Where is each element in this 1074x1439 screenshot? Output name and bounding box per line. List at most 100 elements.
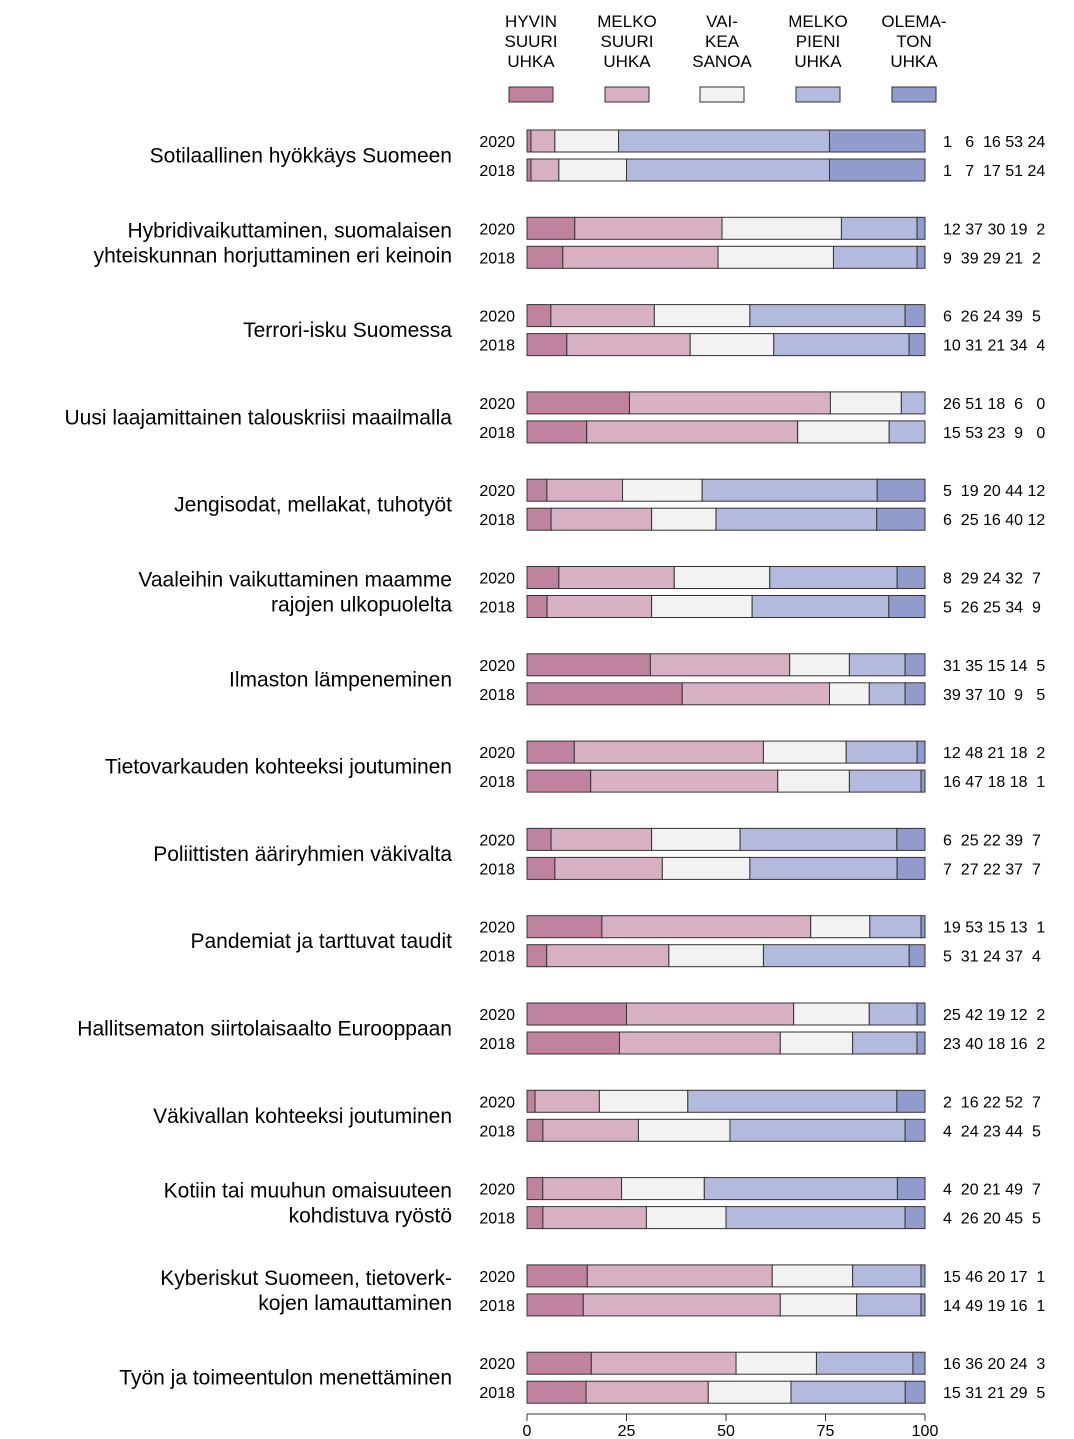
legend-label: KEA: [705, 32, 740, 51]
bar-segment: [586, 420, 799, 444]
bar-segment: [739, 827, 898, 851]
value-labels: 39 37 10 9 5: [943, 687, 1045, 704]
year-label: 2020: [479, 571, 515, 588]
value-labels: 2 16 22 52 7: [943, 1094, 1041, 1111]
bar-segment: [558, 158, 628, 182]
bar-segment: [526, 827, 552, 851]
legend-label: HYVIN: [505, 12, 557, 31]
bar-segment: [701, 478, 878, 502]
bar-segment: [687, 1089, 898, 1113]
bar-segment: [904, 682, 926, 706]
category-group: Väkivallan kohteeksi joutuminen 2020 2 16 …: [153, 1089, 1041, 1142]
bar-segment: [546, 478, 624, 502]
value-labels: 25 42 19 12 2: [943, 1007, 1045, 1024]
bar-segment: [912, 1351, 926, 1375]
value-labels: 4 26 20 45 5: [943, 1211, 1041, 1228]
bar-segment: [526, 129, 532, 153]
bar-segment: [618, 129, 830, 153]
bar-segment: [771, 1264, 854, 1288]
year-label: 2018: [479, 1298, 515, 1315]
bar-segment: [810, 915, 871, 939]
value-labels: 4 24 23 44 5: [943, 1123, 1041, 1140]
year-label: 2018: [479, 163, 515, 180]
bar-segment: [908, 944, 926, 968]
value-labels: 5 26 25 34 9: [943, 600, 1041, 617]
bar-segment: [566, 333, 691, 357]
value-labels: 6 26 24 39 5: [943, 309, 1041, 326]
legend-swatch: [699, 86, 745, 103]
category-group: Kyberiskut Suomeen, tietoverk-kojen lama…: [160, 1264, 1045, 1317]
bar-segment: [916, 245, 926, 269]
bar-segment: [526, 333, 568, 357]
bar-segment: [590, 769, 779, 793]
bar-segment: [526, 915, 603, 939]
category-label: Jengisodat, mellakat, tuhotyöt: [174, 494, 452, 517]
bar-segment: [526, 245, 564, 269]
bar-segment: [651, 827, 741, 851]
bar-segment: [920, 1293, 926, 1317]
value-labels: 9 39 29 21 2: [943, 250, 1041, 267]
x-tick-label: 75: [817, 1423, 835, 1439]
bar-segment: [526, 1293, 584, 1317]
bar-segment: [526, 158, 532, 182]
bar-segment: [558, 566, 675, 589]
bar-segment: [526, 1177, 544, 1201]
category-label: kohdistuva ryöstö: [289, 1205, 452, 1228]
value-labels: 1 7 17 51 24: [943, 163, 1045, 180]
category-group: Ilmaston lämpeneminen 2020 31 35 15 14 5 20…: [229, 653, 1045, 706]
bar-segment: [546, 944, 670, 968]
bar-segment: [554, 856, 663, 880]
bar-segment: [550, 304, 655, 328]
legend-label: MELKO: [597, 12, 657, 31]
bar-segment: [773, 333, 910, 357]
year-label: 2018: [479, 250, 515, 267]
category-label: Vaaleihin vaikuttaminen maamme: [138, 569, 452, 592]
value-labels: 1 6 16 53 24: [943, 134, 1045, 151]
bar-segment: [920, 915, 926, 939]
category-label: Poliittisten ääriryhmien väkivalta: [153, 843, 452, 866]
bar-segment: [673, 566, 771, 589]
bar-segment: [550, 507, 653, 531]
bar-segment: [526, 595, 548, 618]
category-label: rajojen ulkopuolelta: [271, 594, 452, 617]
year-label: 2018: [479, 512, 515, 529]
value-labels: 4 20 21 49 7: [943, 1182, 1041, 1199]
bar-segment: [920, 769, 926, 793]
legend-label: OLEMA-: [881, 12, 946, 31]
bar-segment: [526, 1264, 588, 1288]
bar-segment: [749, 304, 906, 328]
bar-segment: [653, 304, 751, 328]
bar-segment: [637, 1118, 731, 1142]
legend-swatch: [508, 86, 554, 103]
category-group: Uusi laajamittainen talouskriisi maailma…: [65, 391, 1045, 444]
year-label: 2020: [479, 396, 515, 413]
bar-segment: [598, 1089, 689, 1113]
year-label: 2020: [479, 1356, 515, 1373]
bar-segment: [888, 420, 926, 444]
bar-segment: [668, 944, 764, 968]
bar-segment: [585, 1380, 709, 1404]
bar-segment: [586, 1264, 773, 1288]
bar-segment: [526, 391, 630, 415]
value-labels: 15 53 23 9 0: [943, 425, 1045, 442]
bar-segment: [828, 158, 926, 182]
category-group: Jengisodat, mellakat, tuhotyöt 2020 5 19 2…: [174, 478, 1045, 531]
bar-segment: [582, 1293, 781, 1317]
value-labels: 8 29 24 32 7: [943, 571, 1041, 588]
bar-segment: [601, 915, 812, 939]
bar-segment: [526, 1031, 620, 1055]
bar-segment: [721, 216, 842, 240]
bar-segment: [769, 566, 898, 589]
legend-swatch: [795, 86, 841, 103]
year-label: 2020: [479, 1094, 515, 1111]
bar-segment: [622, 478, 703, 502]
category-label: Pandemiat ja tarttuvat taudit: [191, 930, 453, 953]
category-group: Hybridivaikuttaminen, suomalaisenyhteisk…: [94, 216, 1045, 269]
category-group: Tietovarkauden kohteeksi joutuminen 2020 1…: [105, 740, 1045, 793]
legend-swatch: [604, 86, 650, 103]
bar-segment: [526, 478, 548, 502]
bar-segment: [707, 1380, 792, 1404]
bar-segment: [526, 682, 683, 706]
bar-segment: [621, 1177, 705, 1201]
bar-segment: [916, 740, 926, 764]
